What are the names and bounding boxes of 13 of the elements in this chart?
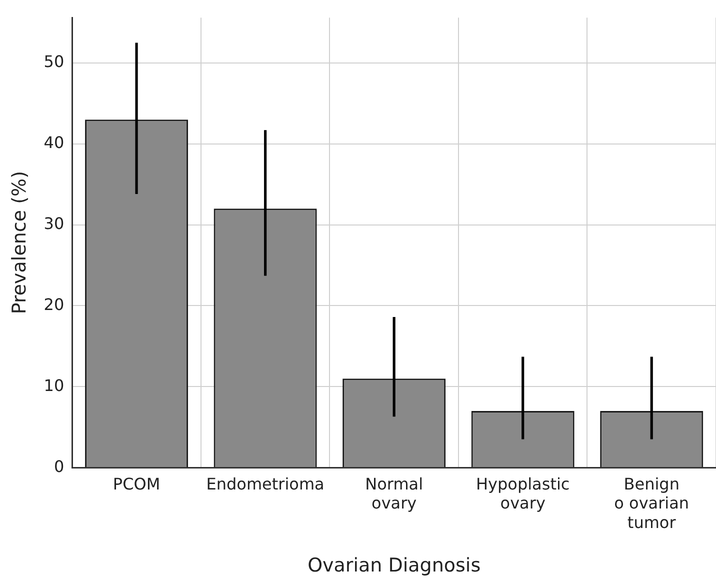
x-tick-label: Hypoplastic ovary bbox=[476, 474, 570, 513]
y-tick-label: 10 bbox=[44, 376, 64, 395]
x-tick-label: PCOM bbox=[112, 474, 160, 494]
y-tick-label: 20 bbox=[44, 294, 64, 314]
x-tick-label: Endometrioma bbox=[206, 474, 324, 494]
y-axis-title: Prevalence (%) bbox=[8, 171, 30, 314]
y-tick-label: 30 bbox=[44, 214, 64, 233]
x-tick-label: Benign o ovarian tumor bbox=[614, 474, 690, 532]
y-tick-label: 50 bbox=[44, 52, 64, 72]
x-tick-label: Normal ovary bbox=[365, 474, 424, 513]
y-tick-label: 0 bbox=[54, 456, 64, 476]
y-tick-label: 40 bbox=[44, 133, 64, 152]
x-axis-title: Ovarian Diagnosis bbox=[308, 554, 481, 577]
